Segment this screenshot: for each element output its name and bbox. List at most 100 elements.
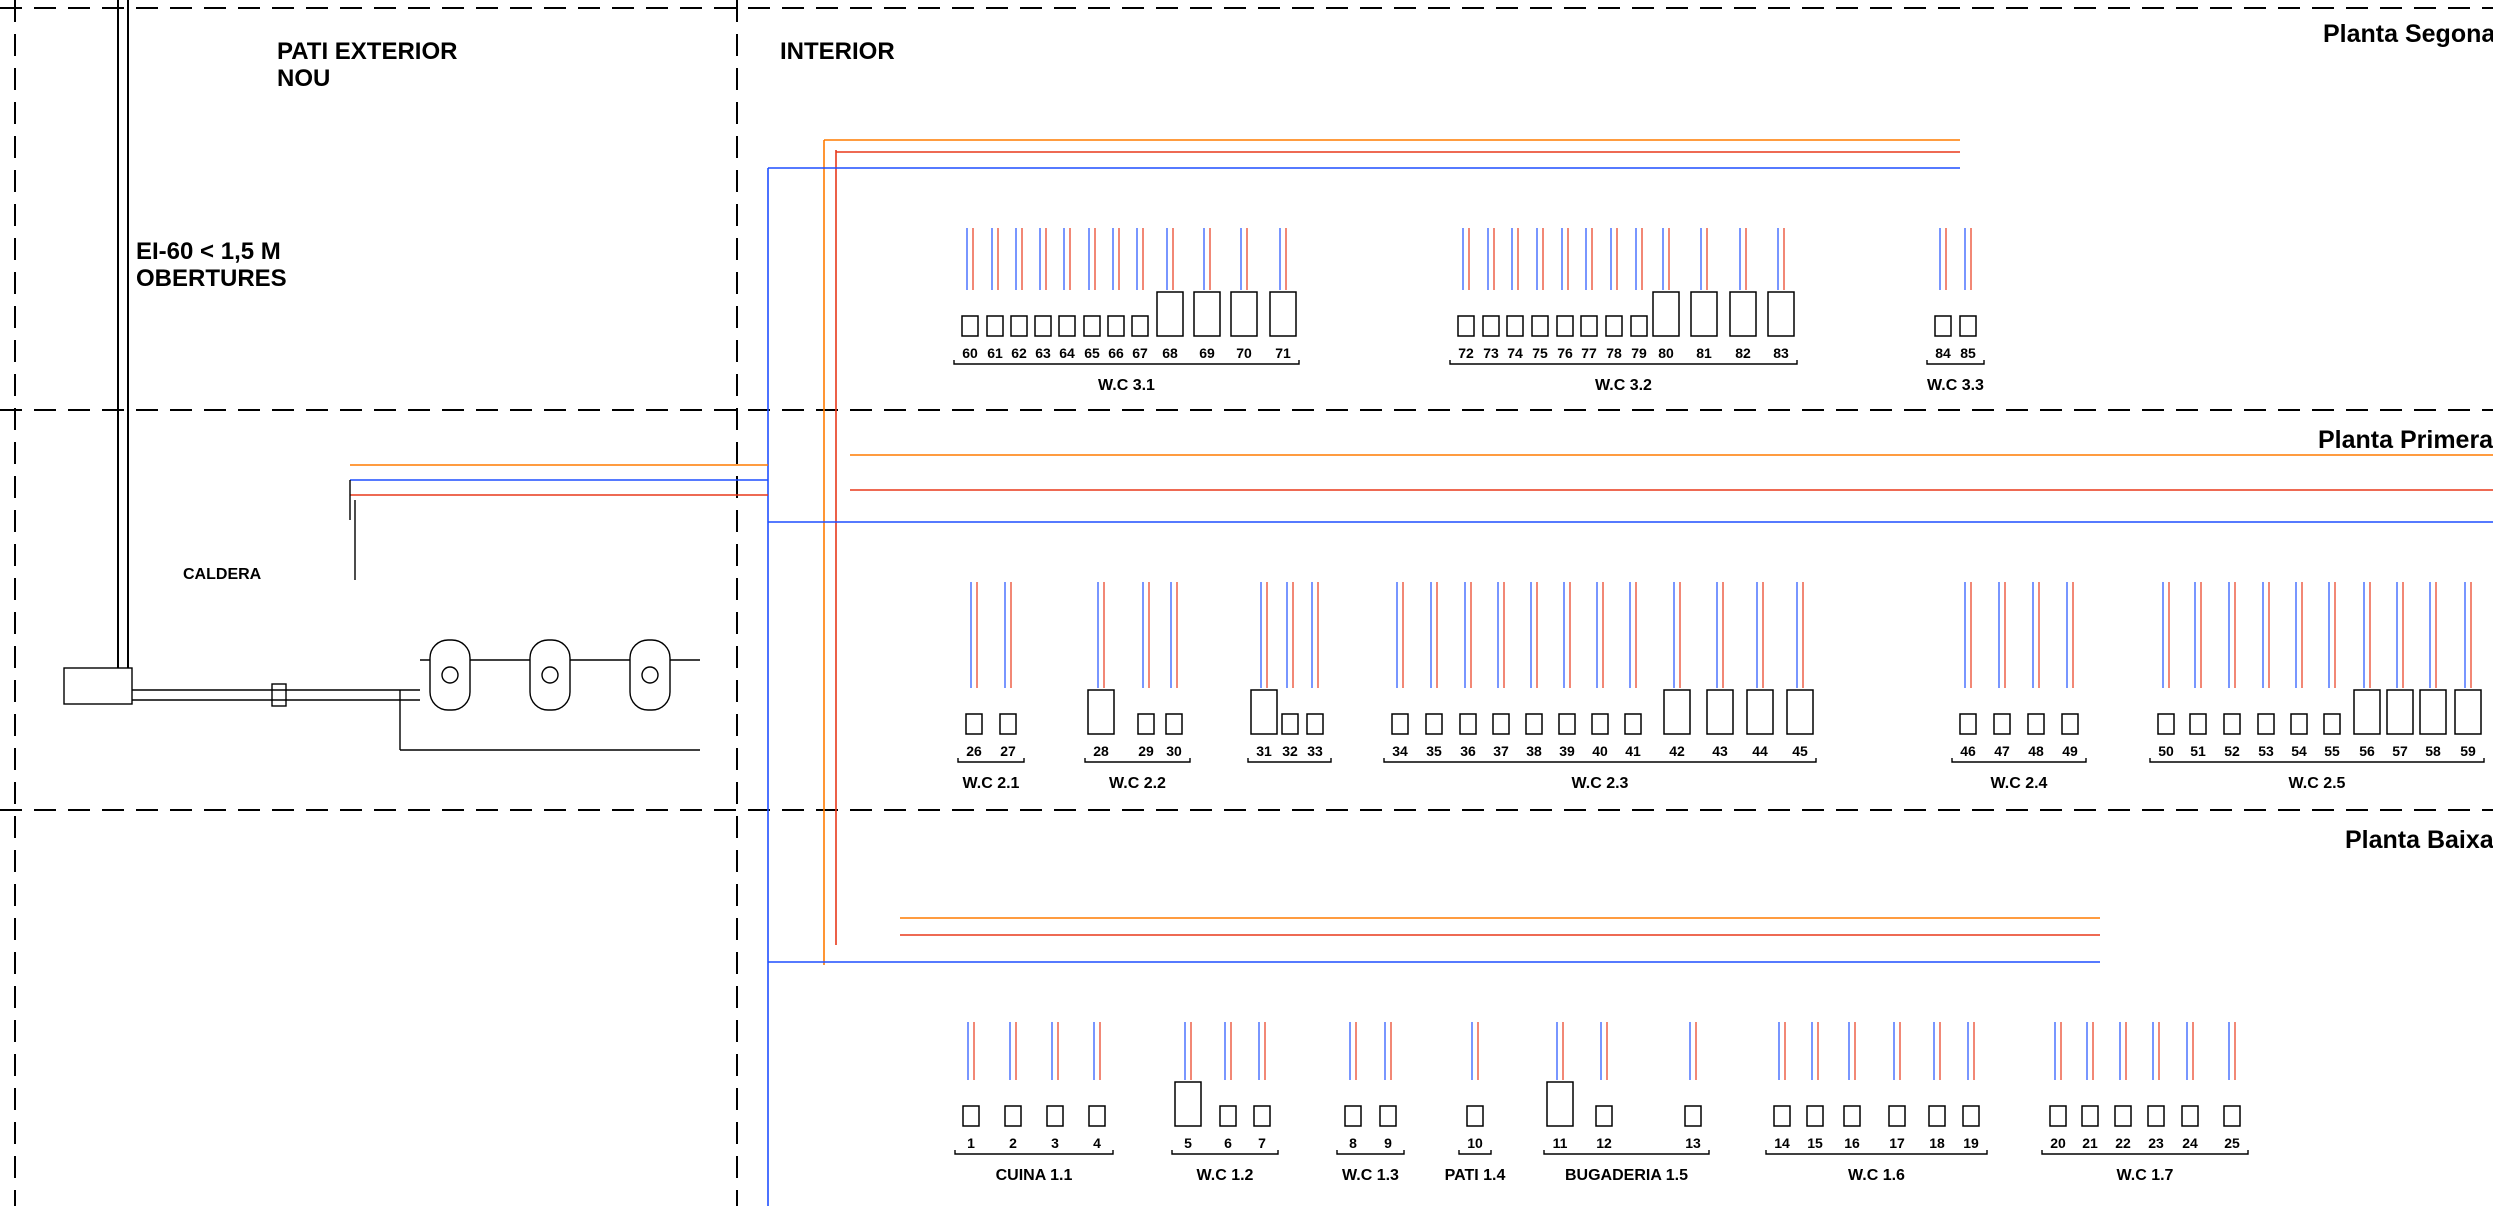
fixture-34: 34: [1391, 582, 1409, 759]
fixture-76: 76: [1556, 228, 1574, 361]
fixture-58: 58: [2419, 582, 2447, 759]
fixture-number: 11: [1553, 1135, 1568, 1151]
fixture-73: 73: [1482, 228, 1500, 361]
fixture-41: 41: [1624, 582, 1642, 759]
fixture-69: 69: [1193, 228, 1221, 361]
fixture-number: 74: [1507, 345, 1523, 361]
fixture-68: 68: [1156, 228, 1184, 361]
fixture-54: 54: [2290, 582, 2308, 759]
fixture-number: 85: [1960, 345, 1976, 361]
group-bracket: [954, 1150, 1114, 1155]
zone-label-pati: PATI EXTERIOR NOU: [277, 38, 457, 92]
main-risers: [350, 139, 2493, 1206]
fixture-number: 1: [967, 1135, 975, 1151]
fixture-51: 51: [2189, 582, 2207, 759]
fixture-number: 14: [1774, 1135, 1790, 1151]
fixture-20: 20: [2049, 1022, 2067, 1151]
fixture-67: 67: [1131, 228, 1149, 361]
fixture-number: 78: [1606, 345, 1622, 361]
fixture-number: 38: [1526, 743, 1542, 759]
fixture-number: 41: [1625, 743, 1641, 759]
group-label: W.C 1.2: [1197, 1167, 1254, 1184]
fixture-81: 81: [1690, 228, 1718, 361]
fixture-62: 62: [1010, 228, 1028, 361]
fixture-number: 28: [1093, 743, 1109, 759]
fixture-number: 27: [1000, 743, 1016, 759]
fixture-number: 7: [1258, 1135, 1266, 1151]
fixture-6: 6: [1219, 1022, 1237, 1151]
group-bracket: [1171, 1150, 1279, 1155]
fixture-number: 51: [2190, 743, 2206, 759]
fixture-number: 66: [1108, 345, 1124, 361]
fixture-number: 25: [2224, 1135, 2240, 1151]
group-label: W.C 2.5: [2289, 775, 2346, 792]
fixture-number: 49: [2062, 743, 2078, 759]
fixture-number: 60: [962, 345, 978, 361]
fixture-39: 39: [1558, 582, 1576, 759]
fixture-number: 82: [1735, 345, 1751, 361]
group-label: W.C 3.2: [1595, 377, 1652, 394]
fixture-27: 27: [999, 582, 1017, 759]
group-label: PATI 1.4: [1445, 1167, 1506, 1184]
fixture-70: 70: [1230, 228, 1258, 361]
group-bracket: [1458, 1150, 1492, 1155]
zone-label-pati-line2: NOU: [277, 65, 331, 92]
fixture-32: 32: [1281, 582, 1299, 759]
fixture-61: 61: [986, 228, 1004, 361]
fixture-37: 37: [1492, 582, 1510, 759]
fixture-44: 44: [1746, 582, 1774, 759]
fixture-26: 26: [965, 582, 983, 759]
boiler-room: [63, 480, 700, 751]
group-bracket: [1765, 1150, 1988, 1155]
fixture-number: 53: [2258, 743, 2274, 759]
fixture-number: 64: [1059, 345, 1075, 361]
fixture-14: 14: [1773, 1022, 1791, 1151]
fixture-8: 8: [1344, 1022, 1362, 1151]
fixture-number: 73: [1483, 345, 1499, 361]
fixture-33: 33: [1306, 582, 1324, 759]
fixture-number: 76: [1557, 345, 1573, 361]
fixture-46: 46: [1959, 582, 1977, 759]
fixture-number: 71: [1275, 345, 1291, 361]
fixture-number: 52: [2224, 743, 2240, 759]
fire-rating-line1: EI-60 < 1,5 M: [136, 238, 281, 265]
fixture-number: 32: [1282, 743, 1298, 759]
fixture-number: 22: [2115, 1135, 2131, 1151]
fixture-number: 15: [1807, 1135, 1823, 1151]
group-label: W.C 2.1: [963, 775, 1020, 792]
group-label: W.C 2.3: [1572, 775, 1629, 792]
fixture-number: 44: [1752, 743, 1768, 759]
fixture-number: 43: [1712, 743, 1728, 759]
fixture-number: 18: [1929, 1135, 1945, 1151]
fixture-10: 10: [1466, 1022, 1484, 1151]
fixtures-layer: 60 61 62 63 64 65 66 67 68 69 70 71 72 73 74 75 76 77 78 79…: [961, 228, 2482, 1151]
fixture-18: 18: [1928, 1022, 1946, 1151]
tank-1: [429, 639, 471, 711]
fixture-79: 79: [1630, 228, 1648, 361]
fixture-number: 65: [1084, 345, 1100, 361]
fixture-64: 64: [1058, 228, 1076, 361]
fixture-number: 39: [1559, 743, 1575, 759]
fixture-24: 24: [2181, 1022, 2199, 1151]
fixture-43: 43: [1706, 582, 1734, 759]
fixture-16: 16: [1843, 1022, 1861, 1151]
fixture-13: 13: [1684, 1022, 1702, 1151]
fixture-4: 4: [1088, 1022, 1106, 1151]
group-bracket: [1543, 1150, 1710, 1155]
fixture-1: 1: [962, 1022, 980, 1151]
floor-label-primera: Planta Primera: [2318, 426, 2493, 454]
fixture-number: 42: [1669, 743, 1685, 759]
fixture-number: 34: [1392, 743, 1408, 759]
fixture-number: 23: [2148, 1135, 2164, 1151]
fixture-52: 52: [2223, 582, 2241, 759]
fixture-number: 68: [1162, 345, 1178, 361]
boiler: [63, 667, 133, 705]
fixture-number: 16: [1844, 1135, 1860, 1151]
fixture-number: 36: [1460, 743, 1476, 759]
group-label: W.C 1.7: [2117, 1167, 2174, 1184]
fixture-number: 47: [1994, 743, 2010, 759]
fixture-60: 60: [961, 228, 979, 361]
tank-3: [629, 639, 671, 711]
fixture-number: 29: [1138, 743, 1154, 759]
